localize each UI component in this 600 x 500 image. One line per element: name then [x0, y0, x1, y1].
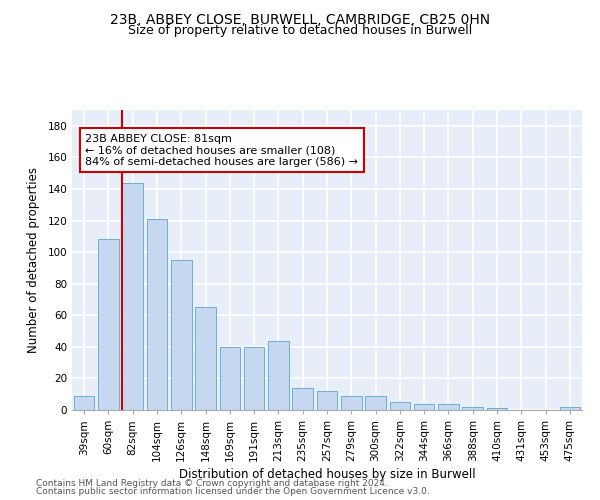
Bar: [292, 388, 313, 410]
Bar: [244, 347, 265, 410]
Bar: [389, 402, 410, 410]
Text: 23B ABBEY CLOSE: 81sqm
← 16% of detached houses are smaller (108)
84% of semi-de: 23B ABBEY CLOSE: 81sqm ← 16% of detached…: [85, 134, 358, 167]
X-axis label: Distribution of detached houses by size in Burwell: Distribution of detached houses by size …: [179, 468, 475, 481]
Bar: [74, 396, 94, 410]
Bar: [365, 396, 386, 410]
Bar: [463, 407, 483, 410]
Text: Size of property relative to detached houses in Burwell: Size of property relative to detached ho…: [128, 24, 472, 37]
Bar: [268, 340, 289, 410]
Bar: [146, 219, 167, 410]
Bar: [171, 260, 191, 410]
Bar: [487, 408, 508, 410]
Text: Contains HM Land Registry data © Crown copyright and database right 2024.: Contains HM Land Registry data © Crown c…: [36, 478, 388, 488]
Bar: [220, 347, 240, 410]
Bar: [438, 404, 459, 410]
Bar: [195, 308, 216, 410]
Bar: [560, 407, 580, 410]
Bar: [122, 182, 143, 410]
Y-axis label: Number of detached properties: Number of detached properties: [28, 167, 40, 353]
Bar: [98, 240, 119, 410]
Bar: [414, 404, 434, 410]
Bar: [317, 391, 337, 410]
Text: Contains public sector information licensed under the Open Government Licence v3: Contains public sector information licen…: [36, 487, 430, 496]
Text: 23B, ABBEY CLOSE, BURWELL, CAMBRIDGE, CB25 0HN: 23B, ABBEY CLOSE, BURWELL, CAMBRIDGE, CB…: [110, 12, 490, 26]
Bar: [341, 396, 362, 410]
